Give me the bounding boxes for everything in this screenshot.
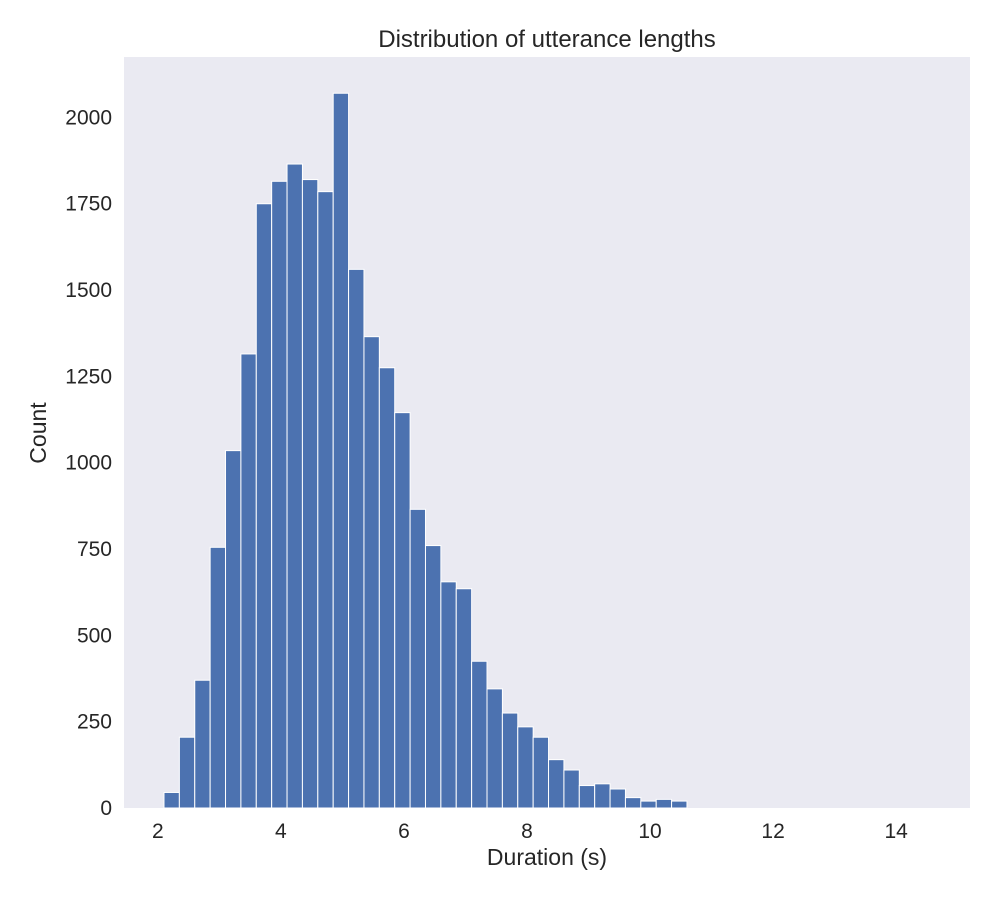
histogram-bar — [225, 450, 242, 809]
histogram-bar — [548, 759, 565, 809]
histogram-bar — [378, 367, 396, 809]
histogram-bar — [655, 798, 673, 809]
histogram-bar — [163, 791, 180, 809]
histogram-bar — [240, 353, 257, 809]
x-tick-label: 6 — [398, 820, 410, 843]
histogram-bar — [609, 788, 626, 809]
histogram-bar — [578, 785, 596, 809]
x-tick-label: 2 — [152, 820, 164, 843]
y-tick-label: 1250 — [65, 365, 112, 388]
histogram-bar — [286, 163, 303, 809]
histogram-bar — [486, 688, 503, 809]
chart-title: Distribution of utterance lengths — [378, 26, 716, 53]
histogram-bar — [301, 179, 319, 809]
histogram-bar — [394, 412, 411, 809]
histogram-bar — [409, 508, 426, 809]
histogram-bar — [440, 581, 457, 809]
x-tick-label: 12 — [761, 820, 784, 843]
y-tick-label: 1500 — [65, 279, 112, 302]
histogram-bar — [348, 268, 365, 809]
y-tick-label: 1750 — [65, 193, 112, 216]
histogram-bar — [317, 191, 334, 809]
histogram-bar — [501, 712, 519, 809]
histogram-bar — [209, 546, 227, 809]
histogram-bar — [363, 336, 380, 809]
histogram-bar — [594, 783, 611, 809]
histogram-bar — [532, 736, 550, 809]
histogram-bar — [178, 736, 196, 809]
x-tick-label: 4 — [275, 820, 287, 843]
histogram-bar — [671, 800, 688, 809]
x-tick-label: 10 — [638, 820, 661, 843]
y-tick-label: 500 — [77, 624, 112, 647]
x-tick-label: 8 — [521, 820, 533, 843]
histogram-bar — [332, 92, 350, 809]
histogram-bar — [640, 800, 657, 809]
x-axis-ticks: 2 4 6 8 10 12 14 — [152, 820, 908, 843]
histogram-bar — [255, 203, 273, 809]
y-tick-label: 2000 — [65, 106, 112, 129]
y-axis-ticks: 0 250 500 750 1000 1250 1500 1750 2000 — [65, 106, 112, 820]
histogram-bar — [424, 545, 442, 809]
histogram-bar — [471, 660, 488, 809]
x-axis-label: Duration (s) — [487, 844, 607, 870]
histogram-bar — [271, 180, 288, 809]
histogram-bar — [517, 726, 534, 809]
histogram-bar — [624, 797, 642, 809]
y-axis-label: Count — [25, 402, 51, 464]
histogram-bar — [563, 769, 580, 809]
y-tick-label: 750 — [77, 538, 112, 561]
histogram-bar — [455, 588, 473, 809]
y-tick-label: 1000 — [65, 452, 112, 475]
y-tick-label: 250 — [77, 711, 112, 734]
bars-group — [163, 92, 688, 809]
y-tick-label: 0 — [100, 797, 112, 820]
x-tick-label: 14 — [884, 820, 908, 843]
histogram-bar — [194, 679, 211, 809]
